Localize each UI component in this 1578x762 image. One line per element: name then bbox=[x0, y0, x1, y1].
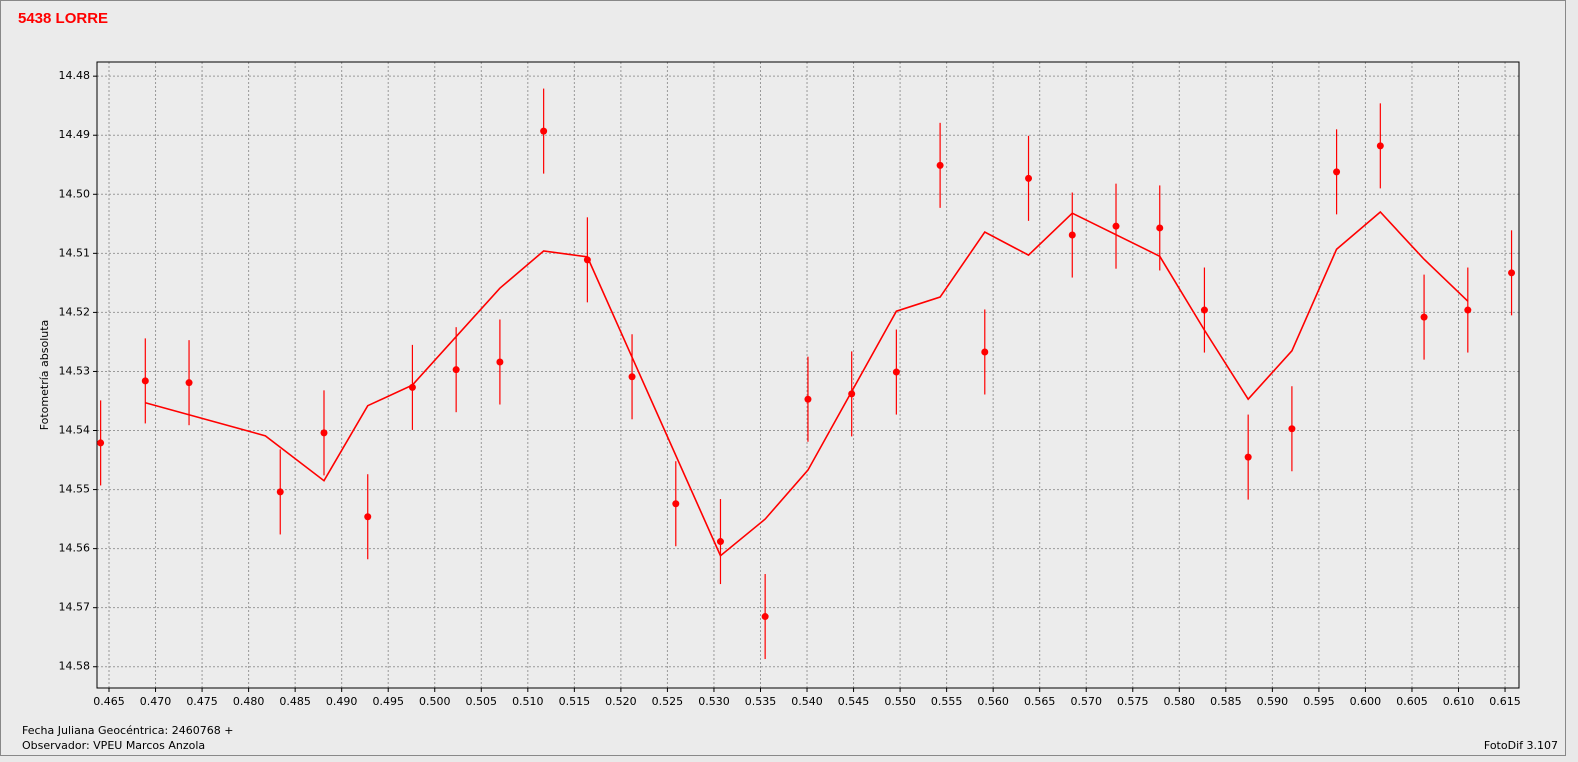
data-point bbox=[185, 379, 193, 387]
data-point bbox=[981, 348, 989, 356]
data-point bbox=[1464, 306, 1472, 314]
y-tick-label: 14.58 bbox=[59, 660, 91, 673]
x-tick-label: 0.550 bbox=[884, 695, 916, 708]
x-tick-label: 0.605 bbox=[1396, 695, 1428, 708]
data-point bbox=[364, 513, 372, 521]
data-point bbox=[1508, 269, 1516, 277]
plot-border bbox=[96, 61, 1520, 689]
x-tick-label: 0.610 bbox=[1443, 695, 1475, 708]
data-point bbox=[936, 161, 944, 169]
data-point bbox=[97, 439, 105, 447]
data-point bbox=[892, 368, 900, 376]
chart-title: 5438 LORRE bbox=[18, 10, 108, 27]
x-tick-label: 0.465 bbox=[93, 695, 125, 708]
x-tick-label: 0.595 bbox=[1303, 695, 1335, 708]
x-tick-label: 0.560 bbox=[977, 695, 1009, 708]
y-tick-label: 14.51 bbox=[59, 246, 91, 259]
x-tick-label: 0.510 bbox=[512, 695, 544, 708]
fit-line bbox=[145, 210, 1469, 557]
data-point bbox=[1288, 425, 1296, 433]
data-point bbox=[452, 366, 460, 374]
x-tick-label: 0.555 bbox=[931, 695, 963, 708]
data-point bbox=[761, 613, 769, 621]
data-point bbox=[540, 127, 548, 135]
data-point bbox=[1112, 222, 1120, 230]
x-tick-label: 0.575 bbox=[1117, 695, 1149, 708]
data-point bbox=[1420, 313, 1428, 321]
data-point bbox=[672, 500, 680, 508]
data-point bbox=[1068, 231, 1076, 239]
data-point bbox=[1244, 453, 1252, 461]
data-point bbox=[628, 373, 636, 381]
data-point bbox=[1200, 306, 1208, 314]
footer-date: Fecha Juliana Geocéntrica: 2460768 + bbox=[22, 724, 233, 737]
x-tick-label: 0.490 bbox=[326, 695, 358, 708]
x-tick-label: 0.615 bbox=[1489, 695, 1521, 708]
y-tick-label: 14.49 bbox=[59, 128, 91, 141]
x-tick-label: 0.580 bbox=[1164, 695, 1196, 708]
x-tick-label: 0.535 bbox=[745, 695, 777, 708]
x-tick-label: 0.570 bbox=[1070, 695, 1102, 708]
y-tick-label: 14.56 bbox=[59, 542, 91, 555]
footer-observer: Observador: VPEU Marcos Anzola bbox=[22, 739, 205, 752]
x-tick-label: 0.515 bbox=[559, 695, 591, 708]
x-tick-label: 0.500 bbox=[419, 695, 451, 708]
x-tick-label: 0.530 bbox=[698, 695, 730, 708]
y-tick-label: 14.53 bbox=[59, 364, 91, 377]
data-point bbox=[320, 429, 328, 437]
data-point bbox=[804, 395, 812, 403]
data-point bbox=[496, 358, 504, 366]
y-tick-label: 14.52 bbox=[59, 305, 91, 318]
data-point bbox=[1025, 174, 1033, 182]
x-tick-label: 0.495 bbox=[372, 695, 404, 708]
x-tick-label: 0.545 bbox=[838, 695, 870, 708]
x-tick-label: 0.505 bbox=[466, 695, 498, 708]
footer-software: FotoDif 3.107 bbox=[1484, 739, 1558, 752]
y-tick-label: 14.55 bbox=[59, 483, 91, 496]
x-tick-label: 0.485 bbox=[279, 695, 311, 708]
x-tick-label: 0.600 bbox=[1350, 695, 1382, 708]
y-tick-label: 14.54 bbox=[59, 424, 91, 437]
x-tick-label: 0.475 bbox=[186, 695, 218, 708]
data-point bbox=[1156, 224, 1164, 232]
x-tick-label: 0.520 bbox=[605, 695, 637, 708]
x-tick-label: 0.525 bbox=[652, 695, 684, 708]
y-tick-label: 14.50 bbox=[59, 187, 91, 200]
x-tick-label: 0.470 bbox=[140, 695, 172, 708]
x-tick-label: 0.585 bbox=[1210, 695, 1242, 708]
x-tick-label: 0.480 bbox=[233, 695, 265, 708]
data-point bbox=[1376, 142, 1384, 150]
data-point bbox=[141, 377, 149, 385]
data-point bbox=[276, 488, 284, 496]
data-point bbox=[1333, 168, 1341, 176]
y-tick-label: 14.57 bbox=[59, 601, 91, 614]
data-point bbox=[716, 538, 724, 546]
y-axis-label: Fotometría absoluta bbox=[38, 320, 51, 431]
x-tick-label: 0.590 bbox=[1257, 695, 1289, 708]
x-tick-label: 0.565 bbox=[1024, 695, 1056, 708]
x-tick-label: 0.540 bbox=[791, 695, 823, 708]
y-tick-label: 14.48 bbox=[59, 69, 91, 82]
